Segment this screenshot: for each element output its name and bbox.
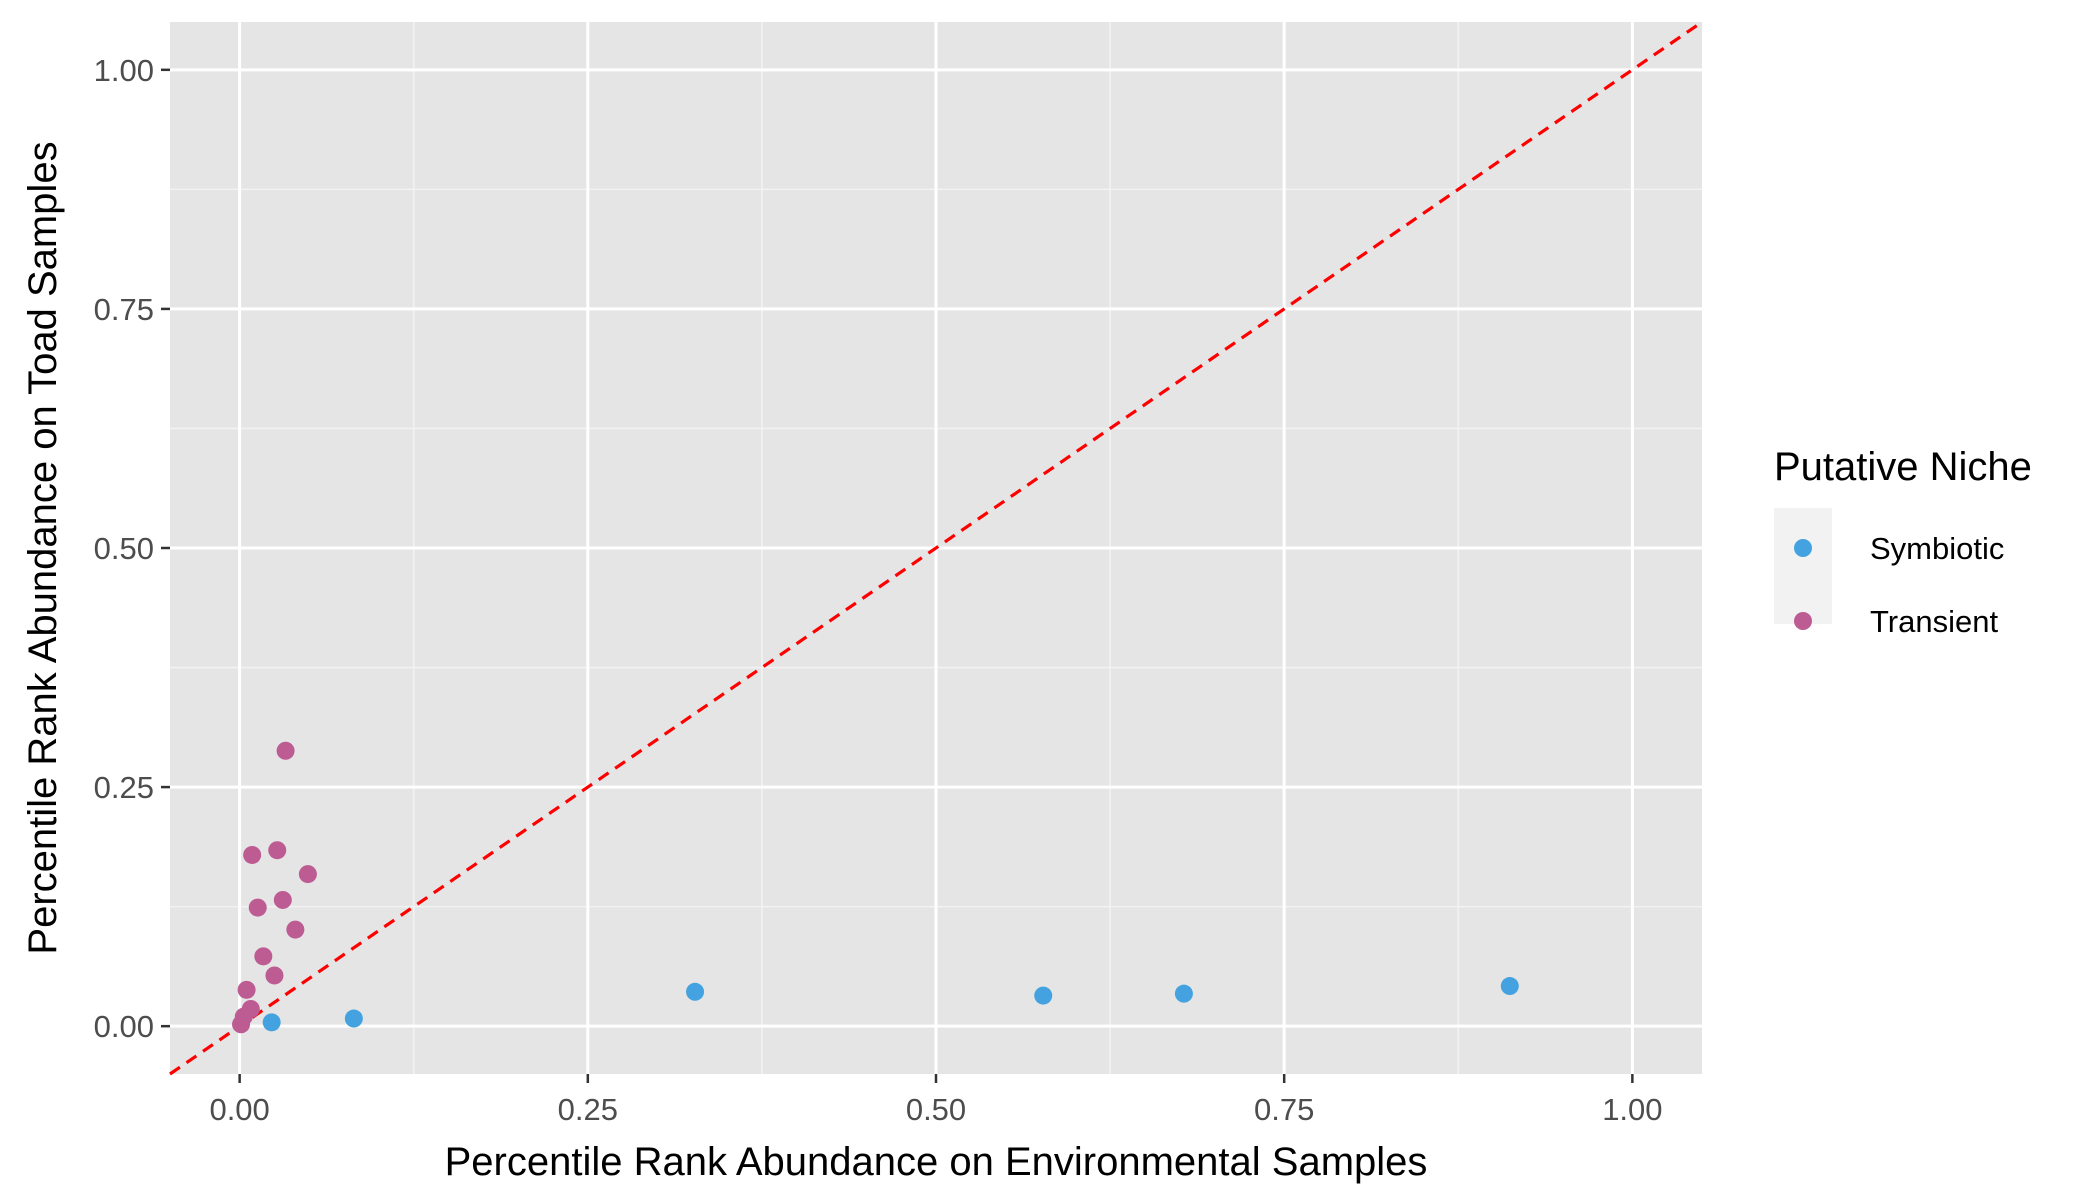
point-transient — [248, 898, 267, 917]
y-tick-label: 0.25 — [94, 770, 154, 805]
point-transient — [254, 947, 273, 966]
y-tick-label: 1.00 — [94, 53, 154, 88]
point-transient — [286, 920, 305, 939]
point-transient — [273, 890, 292, 909]
legend-key-transient — [1794, 612, 1812, 630]
point-transient — [241, 999, 260, 1018]
point-symbiotic — [1034, 986, 1053, 1005]
point-transient — [298, 865, 317, 884]
x-tick-label: 0.75 — [1254, 1092, 1314, 1127]
legend-label-transient: Transient — [1870, 604, 1998, 639]
identity-reference-line — [169, 20, 1703, 1076]
point-transient — [265, 966, 284, 985]
reference-line-layer — [169, 20, 1703, 1076]
point-transient — [243, 845, 262, 864]
point-transient — [237, 980, 256, 999]
x-tick-label: 0.25 — [558, 1092, 618, 1127]
y-axis-title: Percentile Rank Abundance on Toad Sample… — [21, 141, 65, 954]
axes-layer: 0.00 0.25 0.50 0.75 1.00 0.00 0.25 0.50 0.75 1.00 — [94, 53, 1663, 1127]
point-symbiotic — [262, 1013, 281, 1032]
legend-key-symbiotic — [1794, 539, 1812, 557]
legend-key-bg-symbiotic — [1774, 508, 1832, 566]
x-tick-label: 1.00 — [1602, 1092, 1662, 1127]
point-transient — [268, 841, 287, 860]
legend-label-symbiotic: Symbiotic — [1870, 531, 2004, 566]
legend: Putative Niche Symbiotic Transient — [1774, 445, 2032, 639]
x-tick-label: 0.00 — [209, 1092, 269, 1127]
point-symbiotic — [1174, 984, 1193, 1003]
y-tick-label: 0.75 — [94, 292, 154, 327]
points-layer — [232, 741, 1519, 1034]
x-axis-title: Percentile Rank Abundance on Environment… — [445, 1140, 1428, 1184]
y-tick-label: 0.00 — [94, 1009, 154, 1044]
point-transient — [276, 741, 295, 760]
point-symbiotic — [686, 982, 705, 1001]
legend-title: Putative Niche — [1774, 445, 2032, 489]
x-tick-label: 0.50 — [906, 1092, 966, 1127]
point-symbiotic — [1500, 977, 1519, 996]
point-symbiotic — [344, 1009, 363, 1028]
y-tick-label: 0.50 — [94, 531, 154, 566]
